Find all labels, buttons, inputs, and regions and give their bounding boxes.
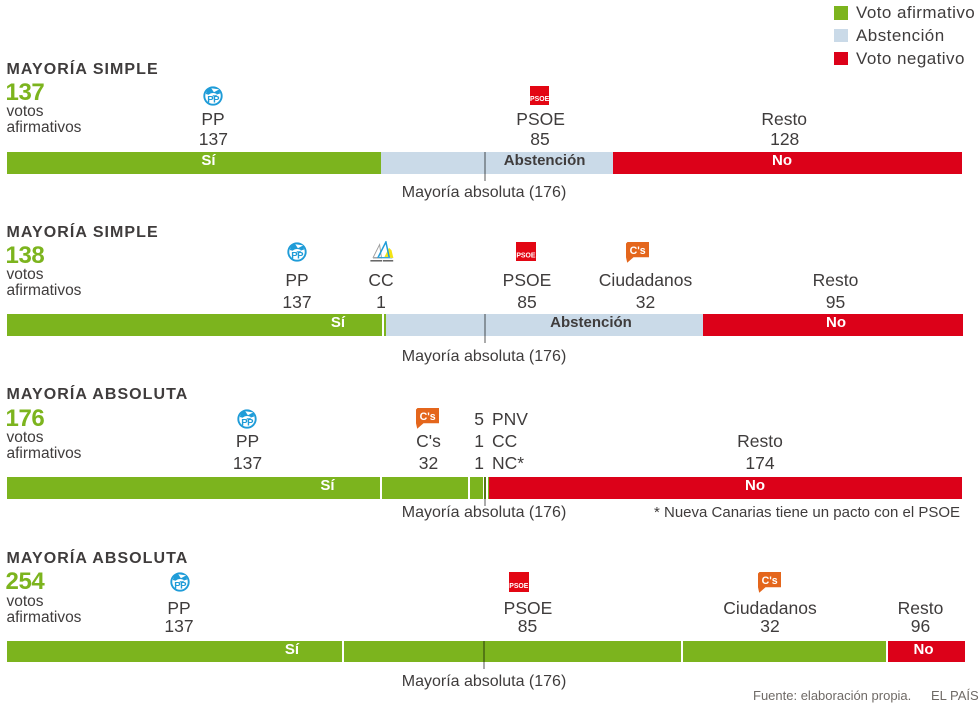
svg-text:PP: PP [241, 417, 254, 428]
svg-text:PP: PP [174, 581, 187, 592]
svg-text:PSOE: PSOE [509, 583, 528, 590]
svg-text:C's: C's [630, 245, 646, 257]
svg-text:PP: PP [207, 94, 220, 105]
svg-text:PP: PP [291, 250, 304, 261]
svg-text:PSOE: PSOE [530, 96, 549, 103]
svg-text:C's: C's [762, 575, 778, 587]
svg-text:C's: C's [419, 411, 435, 423]
svg-text:PSOE: PSOE [516, 253, 535, 260]
